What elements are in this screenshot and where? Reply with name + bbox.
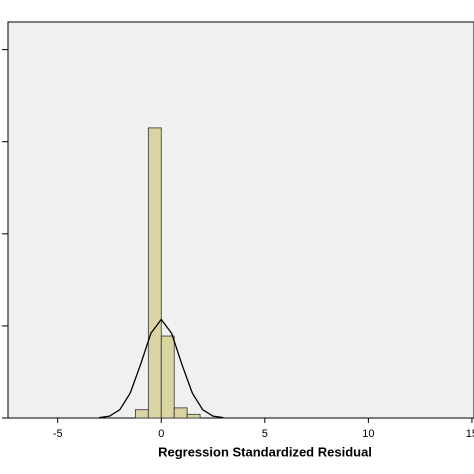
x-tick-label: 5 xyxy=(262,428,268,440)
bar xyxy=(173,407,188,419)
bar xyxy=(134,409,149,419)
bar xyxy=(160,335,175,419)
plot-area xyxy=(7,21,474,419)
bar xyxy=(147,127,162,419)
x-tick-label: 0 xyxy=(158,428,164,440)
x-tick-label: 10 xyxy=(362,428,374,440)
x-tick-label: -5 xyxy=(53,428,63,440)
normal-curve xyxy=(99,318,224,419)
x-axis-label: Regression Standardized Residual xyxy=(158,444,372,459)
bar xyxy=(186,413,201,419)
x-tick-label: 15 xyxy=(466,428,474,440)
